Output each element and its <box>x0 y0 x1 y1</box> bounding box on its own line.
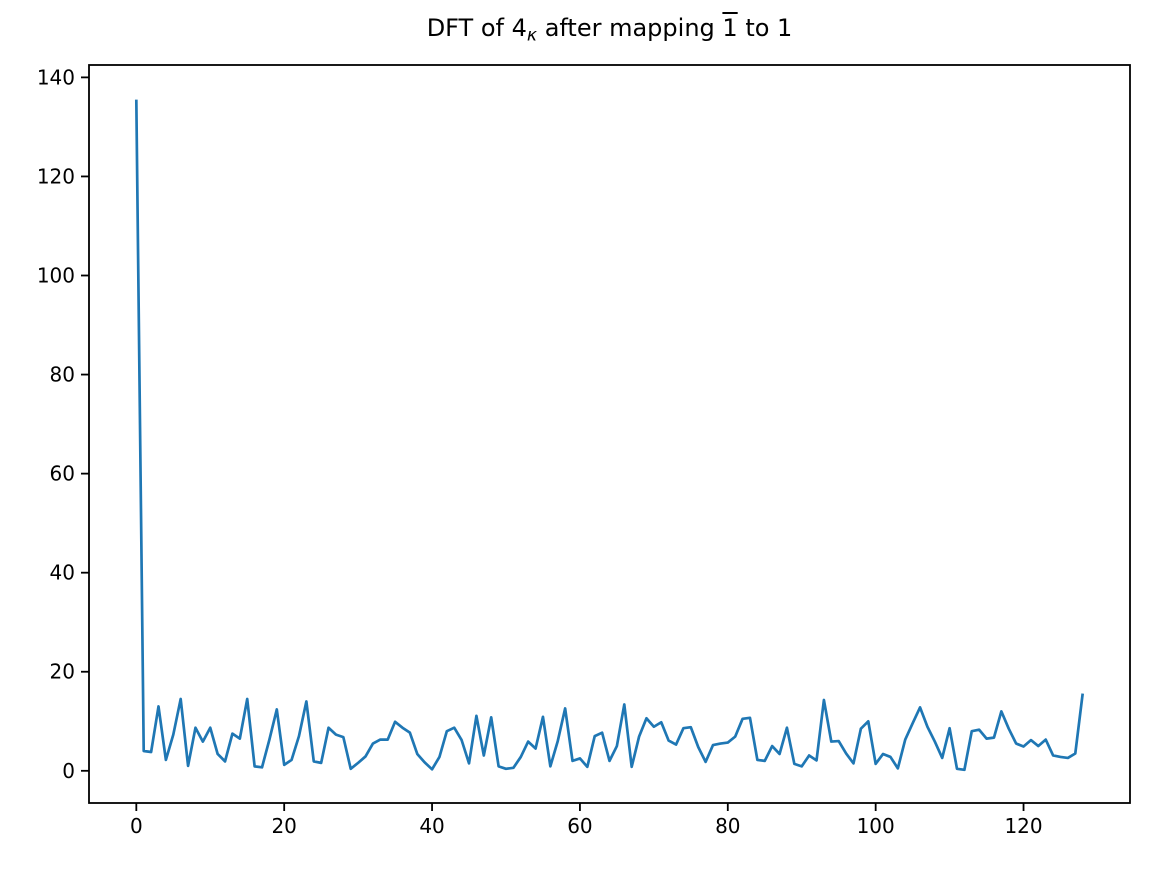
title-middle: after mapping <box>537 14 723 42</box>
x-tick-label: 40 <box>419 814 444 838</box>
y-tick-label: 80 <box>50 363 75 387</box>
title-overbar-one: 1 <box>722 14 738 42</box>
x-tick-label: 100 <box>857 814 895 838</box>
y-tick-label: 20 <box>50 660 75 684</box>
y-tick-label: 40 <box>50 561 75 585</box>
y-tick-label: 140 <box>37 65 75 89</box>
x-tick-label: 0 <box>130 814 143 838</box>
y-tick-label: 0 <box>62 759 75 783</box>
x-tick-label: 80 <box>715 814 740 838</box>
axes-frame <box>88 64 1131 804</box>
x-tick-label: 120 <box>1004 814 1042 838</box>
chart-title: DFT of 4κ after mapping 1 to 1 <box>89 14 1130 45</box>
title-suffix: to 1 <box>737 14 793 42</box>
y-tick-label: 60 <box>50 462 75 486</box>
title-subscript-kappa: κ <box>526 25 538 46</box>
y-tick-label: 120 <box>37 164 75 188</box>
x-tick-label: 20 <box>271 814 296 838</box>
title-prefix: DFT of 4 <box>426 14 527 42</box>
dft-magnitude-line <box>134 99 1085 772</box>
y-tick-label: 100 <box>37 264 75 288</box>
x-tick-label: 60 <box>567 814 592 838</box>
